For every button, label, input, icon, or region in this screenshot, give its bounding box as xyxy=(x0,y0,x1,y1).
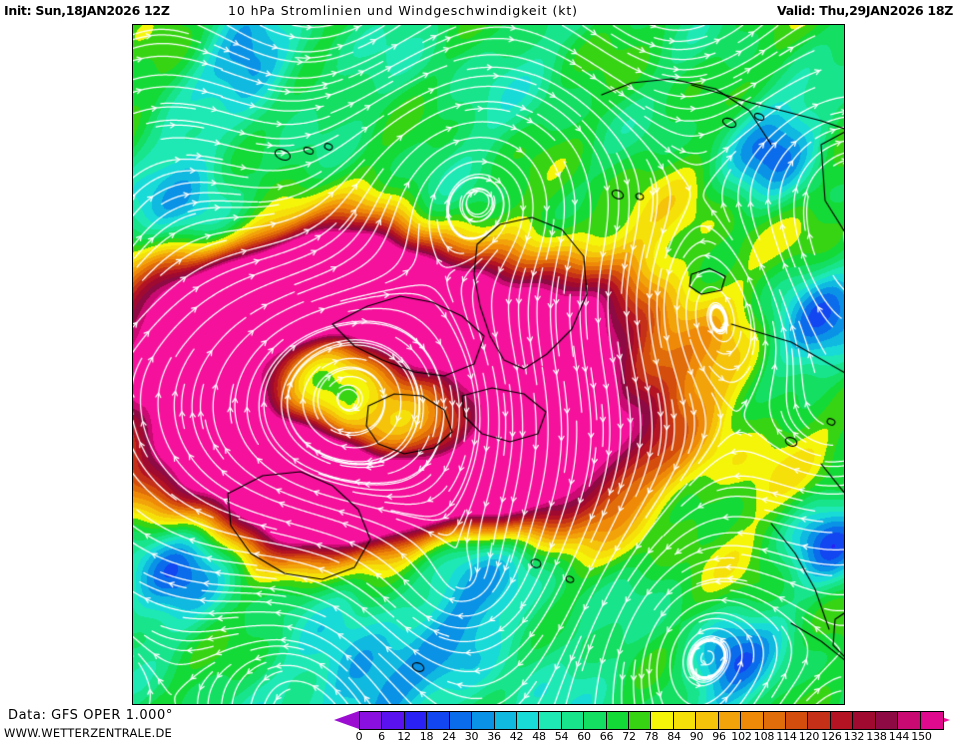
colorbar-cell xyxy=(405,712,427,729)
valid-time-label: Valid: Thu,29JAN2026 18Z xyxy=(777,3,953,18)
colorbar-tick-label: 30 xyxy=(465,730,479,743)
page-title: 10 hPa Stromlinien und Windgeschwindigke… xyxy=(228,3,578,18)
colorbar-tick-label: 84 xyxy=(667,730,681,743)
colorbar-tick-label: 126 xyxy=(821,730,841,743)
colorbar-cell xyxy=(562,712,584,729)
colorbar-cell xyxy=(831,712,853,729)
colorbar-cell xyxy=(427,712,449,729)
colorbar-under-arrow-icon xyxy=(334,711,359,729)
colorbar-tick-label: 72 xyxy=(622,730,636,743)
colorbar-cell xyxy=(808,712,830,729)
colorbar-tick-label: 12 xyxy=(397,730,411,743)
colorbar-cell xyxy=(764,712,786,729)
colorbar-tick-label: 42 xyxy=(510,730,524,743)
colorbar-tick-label: 54 xyxy=(555,730,569,743)
colorbar-strip xyxy=(334,711,950,730)
colorbar-cell xyxy=(495,712,517,729)
colorbar-tick-label: 0 xyxy=(356,730,363,743)
colorbar-tick-label: 132 xyxy=(844,730,864,743)
colorbar-cell xyxy=(853,712,875,729)
colorbar-tick-label: 24 xyxy=(442,730,456,743)
wind-speed-streamline-map[interactable] xyxy=(133,25,844,704)
colorbar-cell xyxy=(539,712,561,729)
colorbar-tick-label: 114 xyxy=(776,730,796,743)
colorbar-cells xyxy=(359,711,944,730)
colorbar-tick-label: 60 xyxy=(577,730,591,743)
colorbar-cell xyxy=(651,712,673,729)
colorbar-tick-label: 6 xyxy=(378,730,385,743)
colorbar-cell xyxy=(629,712,651,729)
colorbar-cell xyxy=(382,712,404,729)
colorbar-cell xyxy=(584,712,606,729)
colorbar-cell xyxy=(921,712,943,729)
colorbar-cell xyxy=(741,712,763,729)
website-label: WWW.WETTERZENTRALE.DE xyxy=(4,726,172,740)
wind-speed-colorbar: 0 6 12 18 24 30 36 42 48 54 60 66 72 78 84 90 96 102 108 11… xyxy=(334,711,950,741)
colorbar-tick-label: 48 xyxy=(532,730,546,743)
colorbar-cell xyxy=(696,712,718,729)
colorbar-cell xyxy=(360,712,382,729)
init-time-label: Init: Sun,18JAN2026 12Z xyxy=(4,3,170,18)
colorbar-tick-label: 144 xyxy=(889,730,909,743)
colorbar-cell xyxy=(898,712,920,729)
colorbar-tick-label: 108 xyxy=(754,730,774,743)
data-source-label: Data: GFS OPER 1.000° xyxy=(8,708,173,723)
colorbar-tick-label: 78 xyxy=(645,730,659,743)
colorbar-tick-label: 66 xyxy=(600,730,614,743)
chart-header: Init: Sun,18JAN2026 12Z 10 hPa Stromlini… xyxy=(0,0,959,22)
colorbar-cell xyxy=(472,712,494,729)
colorbar-tick-label: 18 xyxy=(420,730,434,743)
colorbar-tick-label: 150 xyxy=(911,730,931,743)
colorbar-tick-label: 102 xyxy=(731,730,751,743)
colorbar-cell xyxy=(607,712,629,729)
colorbar-tick-label: 138 xyxy=(866,730,886,743)
colorbar-tick-label: 120 xyxy=(799,730,819,743)
map-panel[interactable] xyxy=(132,24,845,705)
colorbar-cell xyxy=(674,712,696,729)
colorbar-tick-label: 96 xyxy=(712,730,726,743)
colorbar-cell xyxy=(719,712,741,729)
colorbar-tick-label: 36 xyxy=(487,730,501,743)
colorbar-cell xyxy=(517,712,539,729)
colorbar-tick-label: 90 xyxy=(690,730,704,743)
colorbar-cell xyxy=(876,712,898,729)
colorbar-cell xyxy=(450,712,472,729)
colorbar-cell xyxy=(786,712,808,729)
